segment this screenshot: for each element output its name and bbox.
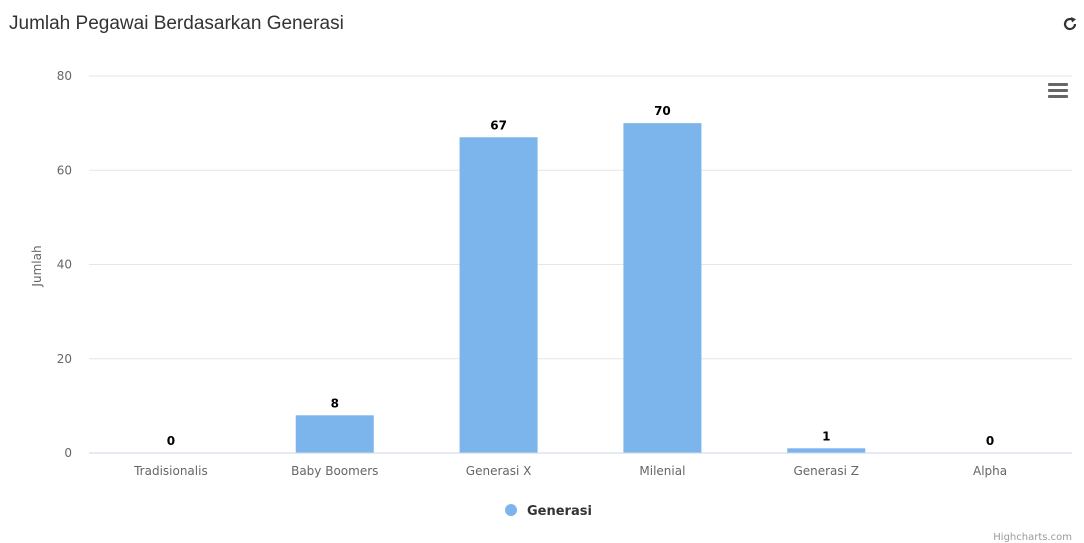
- data-labels: 0 8 67 70 1 0: [167, 104, 995, 448]
- legend[interactable]: Generasi: [505, 504, 592, 519]
- data-label: 8: [331, 396, 339, 410]
- x-axis-ticks: Tradisionalis Baby Boomers Generasi X Milen…: [133, 464, 1007, 478]
- y-tick-label: 60: [57, 163, 72, 177]
- bars: [295, 123, 866, 453]
- panel-title: Jumlah Pegawai Berdasarkan Generasi: [9, 13, 344, 34]
- y-axis-title: Jumlah: [30, 245, 44, 287]
- legend-item-generasi[interactable]: Generasi: [527, 504, 592, 519]
- bar[interactable]: [459, 137, 538, 453]
- refresh-button[interactable]: [1060, 14, 1080, 34]
- x-tick-label: Tradisionalis: [133, 464, 208, 478]
- data-label: 0: [167, 434, 175, 448]
- data-label: 0: [986, 434, 994, 448]
- bar[interactable]: [295, 415, 374, 453]
- legend-marker[interactable]: [505, 504, 517, 516]
- bar[interactable]: [787, 448, 866, 453]
- credits-link[interactable]: Highcharts.com: [993, 532, 1072, 543]
- data-label: 70: [654, 104, 671, 118]
- y-tick-label: 40: [57, 258, 72, 272]
- chart-menu-button[interactable]: [1044, 76, 1072, 104]
- x-tick-label: Generasi X: [466, 464, 532, 478]
- y-axis-ticks: 0 20 40 60 80: [57, 69, 72, 460]
- x-tick-label: Alpha: [973, 464, 1007, 478]
- x-tick-label: Baby Boomers: [291, 464, 378, 478]
- bar[interactable]: [623, 123, 702, 453]
- data-label: 1: [822, 429, 830, 443]
- x-tick-label: Milenial: [639, 464, 685, 478]
- data-label: 67: [490, 118, 507, 132]
- hamburger-menu-icon: [1048, 83, 1068, 98]
- y-tick-label: 80: [57, 69, 72, 83]
- grid-lines: [89, 75, 1072, 360]
- refresh-icon: [1063, 17, 1077, 31]
- x-tick-label: Generasi Z: [793, 464, 859, 478]
- y-tick-label: 20: [57, 352, 72, 366]
- y-tick-label: 0: [64, 446, 72, 460]
